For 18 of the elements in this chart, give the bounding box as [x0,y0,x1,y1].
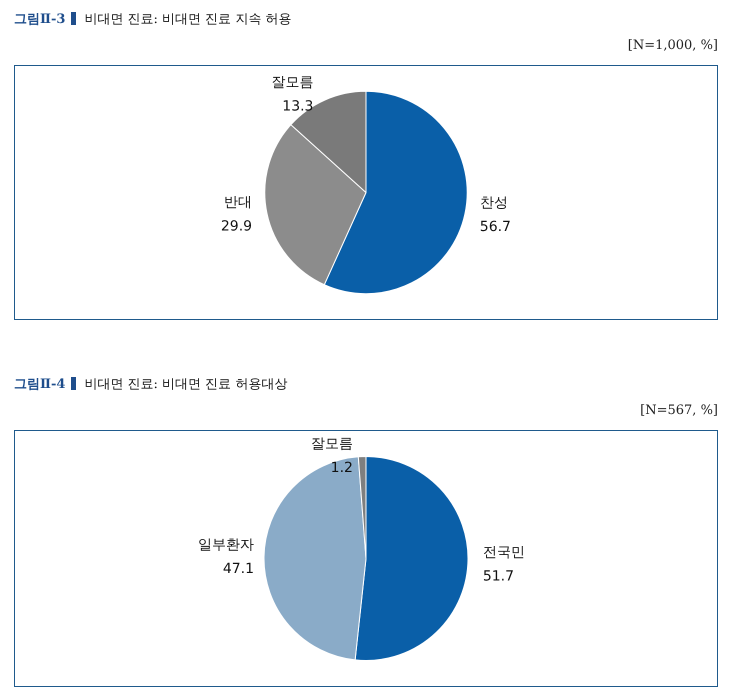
chart-subtitle: 비대면 진료: 비대면 진료 지속 허용 [84,12,292,27]
data-label: 29.9 [220,218,252,234]
text: [N=567, %] [640,403,718,418]
text: 그림Ⅱ-3 [14,12,66,27]
data-label: 1.2 [330,460,353,476]
slice-label: 전국민 [482,544,525,560]
data-label: 56.7 [480,219,511,236]
text: 그림Ⅱ-4 [14,377,66,392]
data-label: 47.1 [222,560,254,577]
slice-label: 찬성 [480,195,508,212]
data-label: 51.7 [482,568,514,584]
slice-label: 일부환자 [198,536,254,553]
data-label: 13.3 [282,98,314,115]
slice-label: 잘모름 [271,74,314,91]
chart-subtitle: 비대면 진료: 비대면 진료 허용대상 [84,377,288,392]
slice-label: 반대 [224,194,252,210]
text: [N=1,000, %] [628,38,718,53]
slice-label: 잘모름 [310,436,353,452]
